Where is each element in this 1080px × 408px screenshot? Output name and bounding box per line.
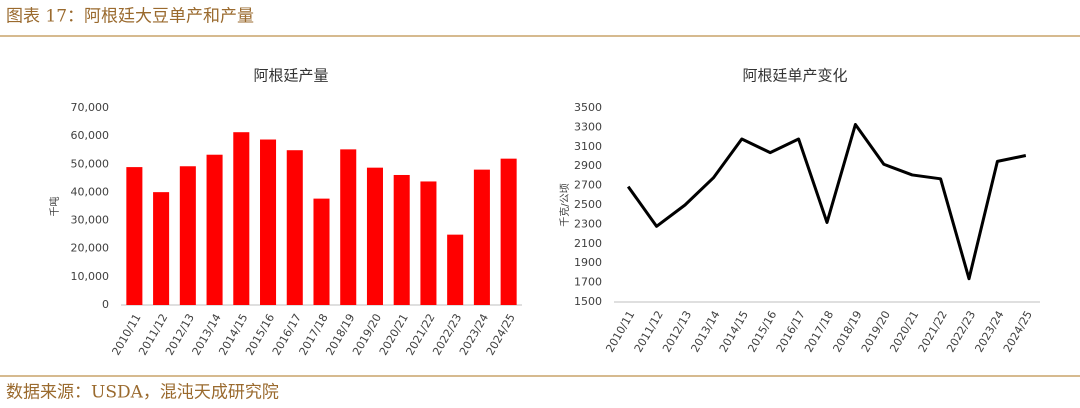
y-tick-label: 2700 bbox=[574, 179, 602, 192]
page-title: 图表 17：阿根廷大豆单产和产量 bbox=[6, 7, 254, 27]
y-tick-label: 3300 bbox=[574, 120, 602, 133]
y-tick-label: 2100 bbox=[574, 237, 602, 250]
y-tick-label: 60,000 bbox=[71, 129, 110, 142]
y-tick-label: 50,000 bbox=[71, 157, 110, 170]
bar bbox=[340, 149, 357, 305]
y-tick-label: 20,000 bbox=[71, 242, 110, 255]
bar bbox=[313, 198, 330, 305]
y-tick-label: 3100 bbox=[574, 140, 602, 153]
y-tick-label: 2300 bbox=[574, 217, 602, 230]
chart-title: 阿根廷单产变化 bbox=[742, 67, 847, 85]
bar bbox=[473, 169, 490, 305]
line bbox=[626, 122, 1027, 281]
bar bbox=[153, 192, 170, 305]
y-tick-label: 30,000 bbox=[71, 214, 110, 227]
y-tick-label: 1700 bbox=[574, 276, 602, 289]
bar bbox=[366, 167, 383, 305]
y-tick-label: 40,000 bbox=[71, 185, 110, 198]
y-tick-label: 2500 bbox=[574, 198, 602, 211]
y-axis-label: 千吨 bbox=[48, 197, 61, 217]
y-tick-label: 1500 bbox=[574, 295, 602, 308]
y-tick-label: 1900 bbox=[574, 256, 602, 269]
y-tick-label: 0 bbox=[102, 298, 109, 311]
bar bbox=[500, 158, 517, 305]
bar bbox=[260, 139, 277, 305]
y-tick-label: 2900 bbox=[574, 159, 602, 172]
bar bbox=[447, 234, 464, 305]
y-axis-label: 千克/公顷 bbox=[559, 183, 571, 226]
y-tick-label: 70,000 bbox=[71, 101, 110, 114]
source: 数据来源：USDA，混沌天成研究院 bbox=[6, 383, 279, 403]
bar bbox=[233, 132, 250, 305]
bar bbox=[206, 154, 223, 305]
chart-title: 阿根廷产量 bbox=[253, 67, 328, 85]
bar bbox=[286, 150, 303, 305]
bar bbox=[126, 167, 143, 305]
y-tick-label: 10,000 bbox=[71, 270, 110, 283]
y-tick-label: 3500 bbox=[574, 101, 602, 114]
bar bbox=[179, 166, 196, 305]
bar bbox=[420, 181, 437, 305]
bar bbox=[393, 174, 410, 305]
